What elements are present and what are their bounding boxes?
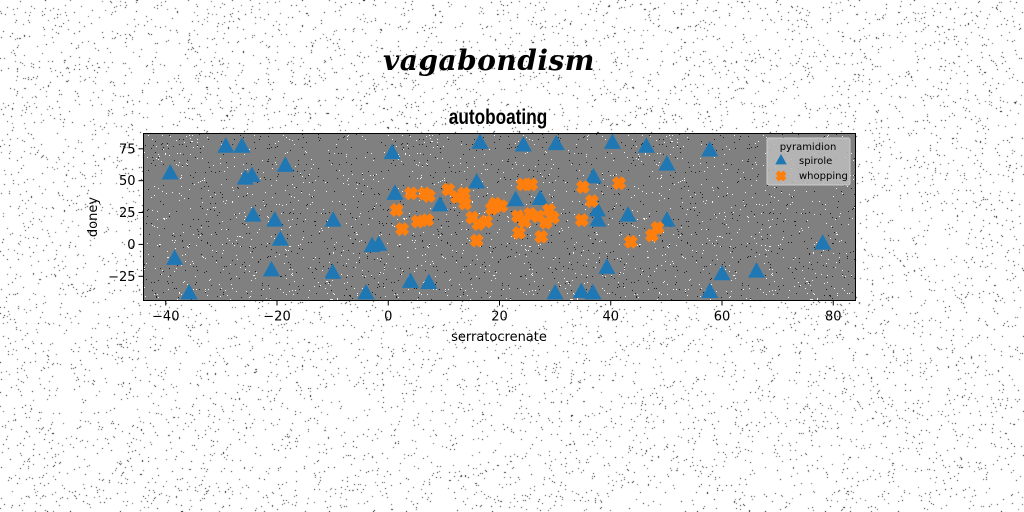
y-tick-label: 25: [119, 206, 136, 221]
legend-title: pyramidion: [780, 142, 837, 153]
figure-suptitle: vagabondism: [383, 44, 595, 77]
spirole-point: [363, 236, 381, 253]
whopping-point: [574, 213, 589, 228]
x-tick-label: −20: [263, 310, 290, 325]
whopping-point: [389, 202, 404, 217]
legend-label-spirole: spirole: [799, 156, 832, 167]
whopping-point: [469, 233, 484, 248]
spirole-point: [324, 211, 342, 227]
spirole-point: [701, 141, 719, 157]
spirole-point: [589, 211, 607, 227]
spirole-point: [271, 230, 289, 246]
spirole-point: [572, 282, 590, 299]
whopping-point: [612, 176, 627, 191]
legend-marker-whopping: [775, 170, 787, 182]
spirole-point: [547, 134, 565, 151]
spirole-point: [514, 135, 532, 152]
spirole-point: [420, 273, 438, 290]
legend-marker-spirole: [775, 154, 787, 165]
x-axis: −40 −20 0 20 40 60 80: [152, 300, 842, 325]
spirole-point: [324, 263, 342, 279]
series-whopping: [389, 176, 665, 249]
y-tick-label: 0: [127, 238, 135, 253]
x-axis-label: serratocrenate: [451, 330, 547, 345]
y-tick-label: 50: [119, 174, 136, 189]
whopping-point: [650, 220, 665, 235]
spirole-point: [658, 155, 676, 171]
spirole-point: [598, 258, 616, 274]
spirole-point: [276, 156, 294, 172]
whopping-point: [479, 214, 494, 229]
legend-x-icon: [775, 170, 787, 182]
x-tick-label: 0: [384, 310, 392, 325]
whopping-point: [623, 234, 638, 249]
whopping-point: [524, 177, 539, 192]
x-tick-label: −40: [152, 310, 179, 325]
spirole-point: [357, 283, 375, 300]
x-tick-label: 20: [491, 310, 508, 325]
spirole-point: [161, 164, 179, 180]
whopping-point: [545, 210, 560, 225]
spirole-point: [468, 172, 486, 189]
x-tick-label: 40: [602, 310, 619, 325]
spirole-point: [619, 206, 637, 222]
whopping-point: [395, 222, 410, 237]
spirole-point: [233, 137, 251, 153]
whopping-point: [421, 188, 436, 203]
spirole-point: [747, 262, 766, 278]
spirole-point: [431, 195, 449, 212]
spirole-point: [507, 190, 525, 207]
spirole-point: [713, 264, 731, 281]
whopping-point: [575, 180, 590, 195]
spirole-point: [546, 283, 564, 300]
whopping-point: [420, 213, 435, 228]
whopping-point: [456, 186, 471, 201]
legend-label-whopping: whopping: [799, 171, 848, 182]
spirole-point: [401, 272, 420, 288]
spirole-point: [266, 211, 284, 227]
spirole-point: [637, 137, 655, 153]
spirole-point: [217, 137, 235, 153]
spirole-point: [262, 260, 280, 277]
plot-area-texture: [143, 133, 856, 301]
whopping-point: [494, 199, 509, 214]
spirole-point: [603, 133, 621, 149]
spirole-point: [814, 234, 832, 250]
whopping-point: [534, 229, 549, 244]
y-axis: −25 0 25 50 75: [108, 142, 144, 285]
x-tick-label: 60: [714, 310, 731, 325]
legend: pyramidion spirole whopping: [766, 137, 851, 186]
y-tick-label: −25: [108, 270, 135, 285]
spirole-point: [701, 282, 719, 299]
series-spirole: [161, 133, 832, 300]
y-axis-label: doney: [86, 197, 101, 237]
spirole-point: [588, 200, 606, 217]
whopping-point: [404, 186, 419, 201]
spirole-point: [243, 166, 261, 183]
spirole-point: [166, 249, 184, 265]
x-tick-label: 80: [825, 310, 842, 325]
legend-box: [766, 137, 851, 186]
spirole-point: [531, 189, 549, 205]
spirole-point: [180, 283, 198, 300]
chart-title: autoboating: [449, 107, 547, 130]
spirole-point: [244, 206, 262, 222]
spirole-point: [386, 184, 404, 200]
y-tick-label: 75: [119, 142, 136, 157]
spirole-point: [658, 211, 676, 227]
spirole-point: [471, 133, 489, 149]
spirole-point: [584, 167, 603, 184]
legend-triangle-icon: [775, 154, 787, 165]
whopping-point: [584, 194, 599, 209]
spirole-point: [383, 143, 401, 160]
whopping-point: [511, 225, 526, 240]
spirole-point: [584, 283, 602, 300]
